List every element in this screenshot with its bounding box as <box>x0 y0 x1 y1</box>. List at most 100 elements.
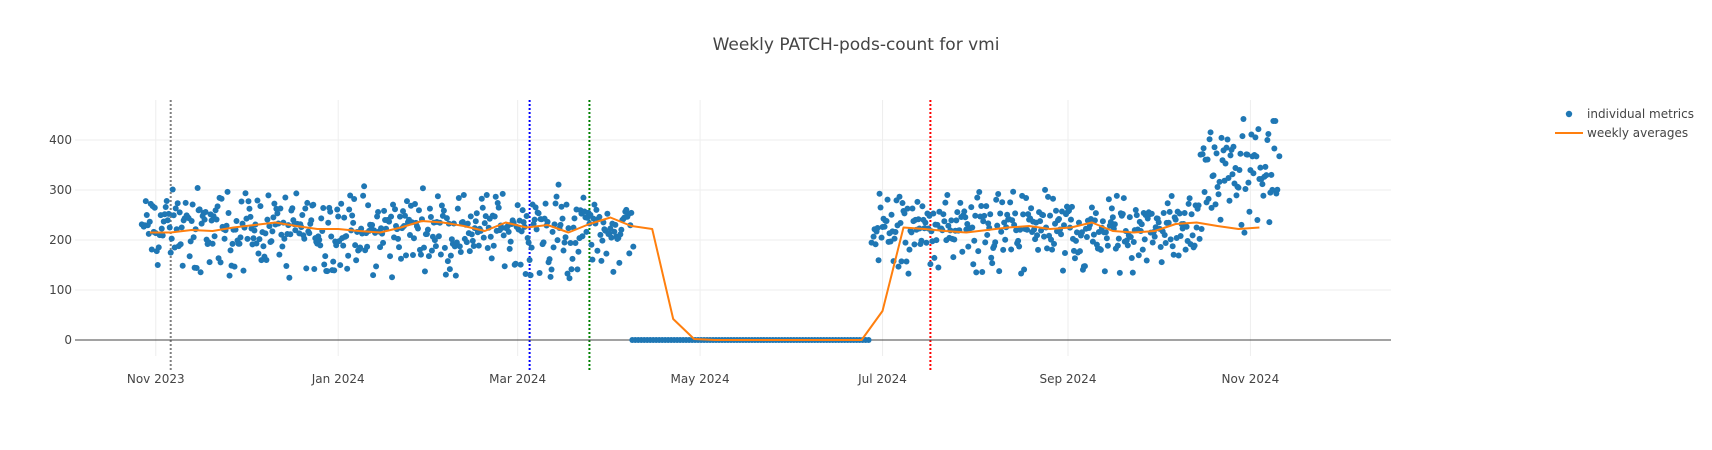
data-point <box>1039 211 1046 218</box>
data-point <box>1227 152 1234 159</box>
data-point <box>1158 259 1165 266</box>
data-point <box>1161 231 1168 238</box>
data-point <box>1148 210 1155 217</box>
data-point <box>337 262 344 269</box>
data-point <box>1176 210 1183 217</box>
data-point <box>244 235 251 242</box>
data-point <box>978 202 985 209</box>
legend[interactable]: individual metrics weekly averages <box>1555 107 1694 140</box>
data-point <box>896 193 903 200</box>
data-point <box>242 190 249 197</box>
data-point <box>188 218 195 225</box>
data-point <box>146 218 153 225</box>
data-point <box>340 242 347 249</box>
data-point <box>155 244 162 251</box>
data-point <box>544 218 551 225</box>
data-point <box>315 233 322 240</box>
data-point <box>527 272 534 279</box>
data-point <box>1041 233 1048 240</box>
data-point <box>325 219 332 226</box>
data-point <box>520 219 527 226</box>
data-point <box>1133 212 1140 219</box>
data-point <box>174 200 181 207</box>
x-axis-ticks: Nov 2023 Jan 2024 Mar 2024 May 2024 Jul 2024… <box>127 372 1279 386</box>
data-point <box>166 224 173 231</box>
data-point <box>351 195 358 202</box>
data-point <box>1127 233 1134 240</box>
data-point <box>1068 203 1075 210</box>
data-point <box>1266 219 1273 226</box>
data-point <box>1023 195 1030 202</box>
data-point <box>962 214 969 221</box>
data-point <box>190 234 197 241</box>
data-point <box>553 193 560 200</box>
data-point <box>872 241 879 248</box>
data-point <box>1007 199 1014 206</box>
data-point <box>580 194 587 201</box>
vertical-markers <box>169 100 932 370</box>
data-point <box>1135 252 1142 259</box>
data-point <box>506 245 513 252</box>
data-point <box>163 197 170 204</box>
weekly-averages-line <box>149 216 1260 341</box>
data-point <box>1038 227 1045 234</box>
data-point <box>419 185 426 192</box>
data-point <box>442 271 449 278</box>
data-point <box>1200 145 1207 152</box>
data-point <box>492 193 499 200</box>
data-point <box>1175 252 1182 259</box>
data-point <box>1238 221 1245 228</box>
data-point <box>525 239 532 246</box>
data-point <box>1076 248 1083 255</box>
legend-item-weekly-averages[interactable]: weekly averages <box>1555 126 1688 140</box>
data-point <box>209 240 216 247</box>
data-point <box>400 208 407 215</box>
data-point <box>197 269 204 276</box>
data-point <box>1012 210 1019 217</box>
data-point <box>1208 204 1215 211</box>
data-point <box>591 201 598 208</box>
data-point <box>201 216 208 223</box>
data-point <box>991 242 998 249</box>
data-point <box>994 222 1001 229</box>
data-point <box>951 236 958 243</box>
data-point <box>524 234 531 241</box>
data-point <box>463 239 470 246</box>
data-point <box>403 252 409 259</box>
data-point <box>381 207 388 214</box>
data-point <box>1240 115 1247 122</box>
legend-item-individual-metrics[interactable]: individual metrics <box>1565 107 1694 121</box>
data-point <box>1164 200 1171 207</box>
data-point <box>1235 184 1242 191</box>
data-point <box>539 241 546 248</box>
data-point <box>1138 221 1145 228</box>
data-point <box>975 248 982 255</box>
data-point <box>247 213 254 220</box>
data-point <box>557 221 564 228</box>
data-point <box>610 268 617 275</box>
data-point <box>1061 222 1067 229</box>
data-point <box>618 226 625 233</box>
data-point <box>257 203 264 210</box>
data-point <box>206 259 213 266</box>
data-point <box>1111 221 1118 228</box>
data-point <box>1102 229 1109 236</box>
data-point <box>957 199 964 206</box>
data-point <box>1250 170 1257 177</box>
data-point <box>1092 210 1099 217</box>
data-point <box>1253 153 1260 160</box>
data-point <box>996 268 1003 275</box>
data-point <box>375 208 382 215</box>
data-point <box>227 247 234 254</box>
data-point <box>194 184 201 191</box>
data-point <box>388 213 395 220</box>
data-point <box>361 183 368 190</box>
data-point <box>1051 240 1058 247</box>
data-point <box>1071 255 1078 262</box>
data-point <box>923 239 930 246</box>
data-point <box>162 203 169 210</box>
data-point <box>1217 216 1224 223</box>
data-point <box>1209 173 1216 180</box>
data-point <box>338 200 345 207</box>
data-point <box>193 264 200 271</box>
